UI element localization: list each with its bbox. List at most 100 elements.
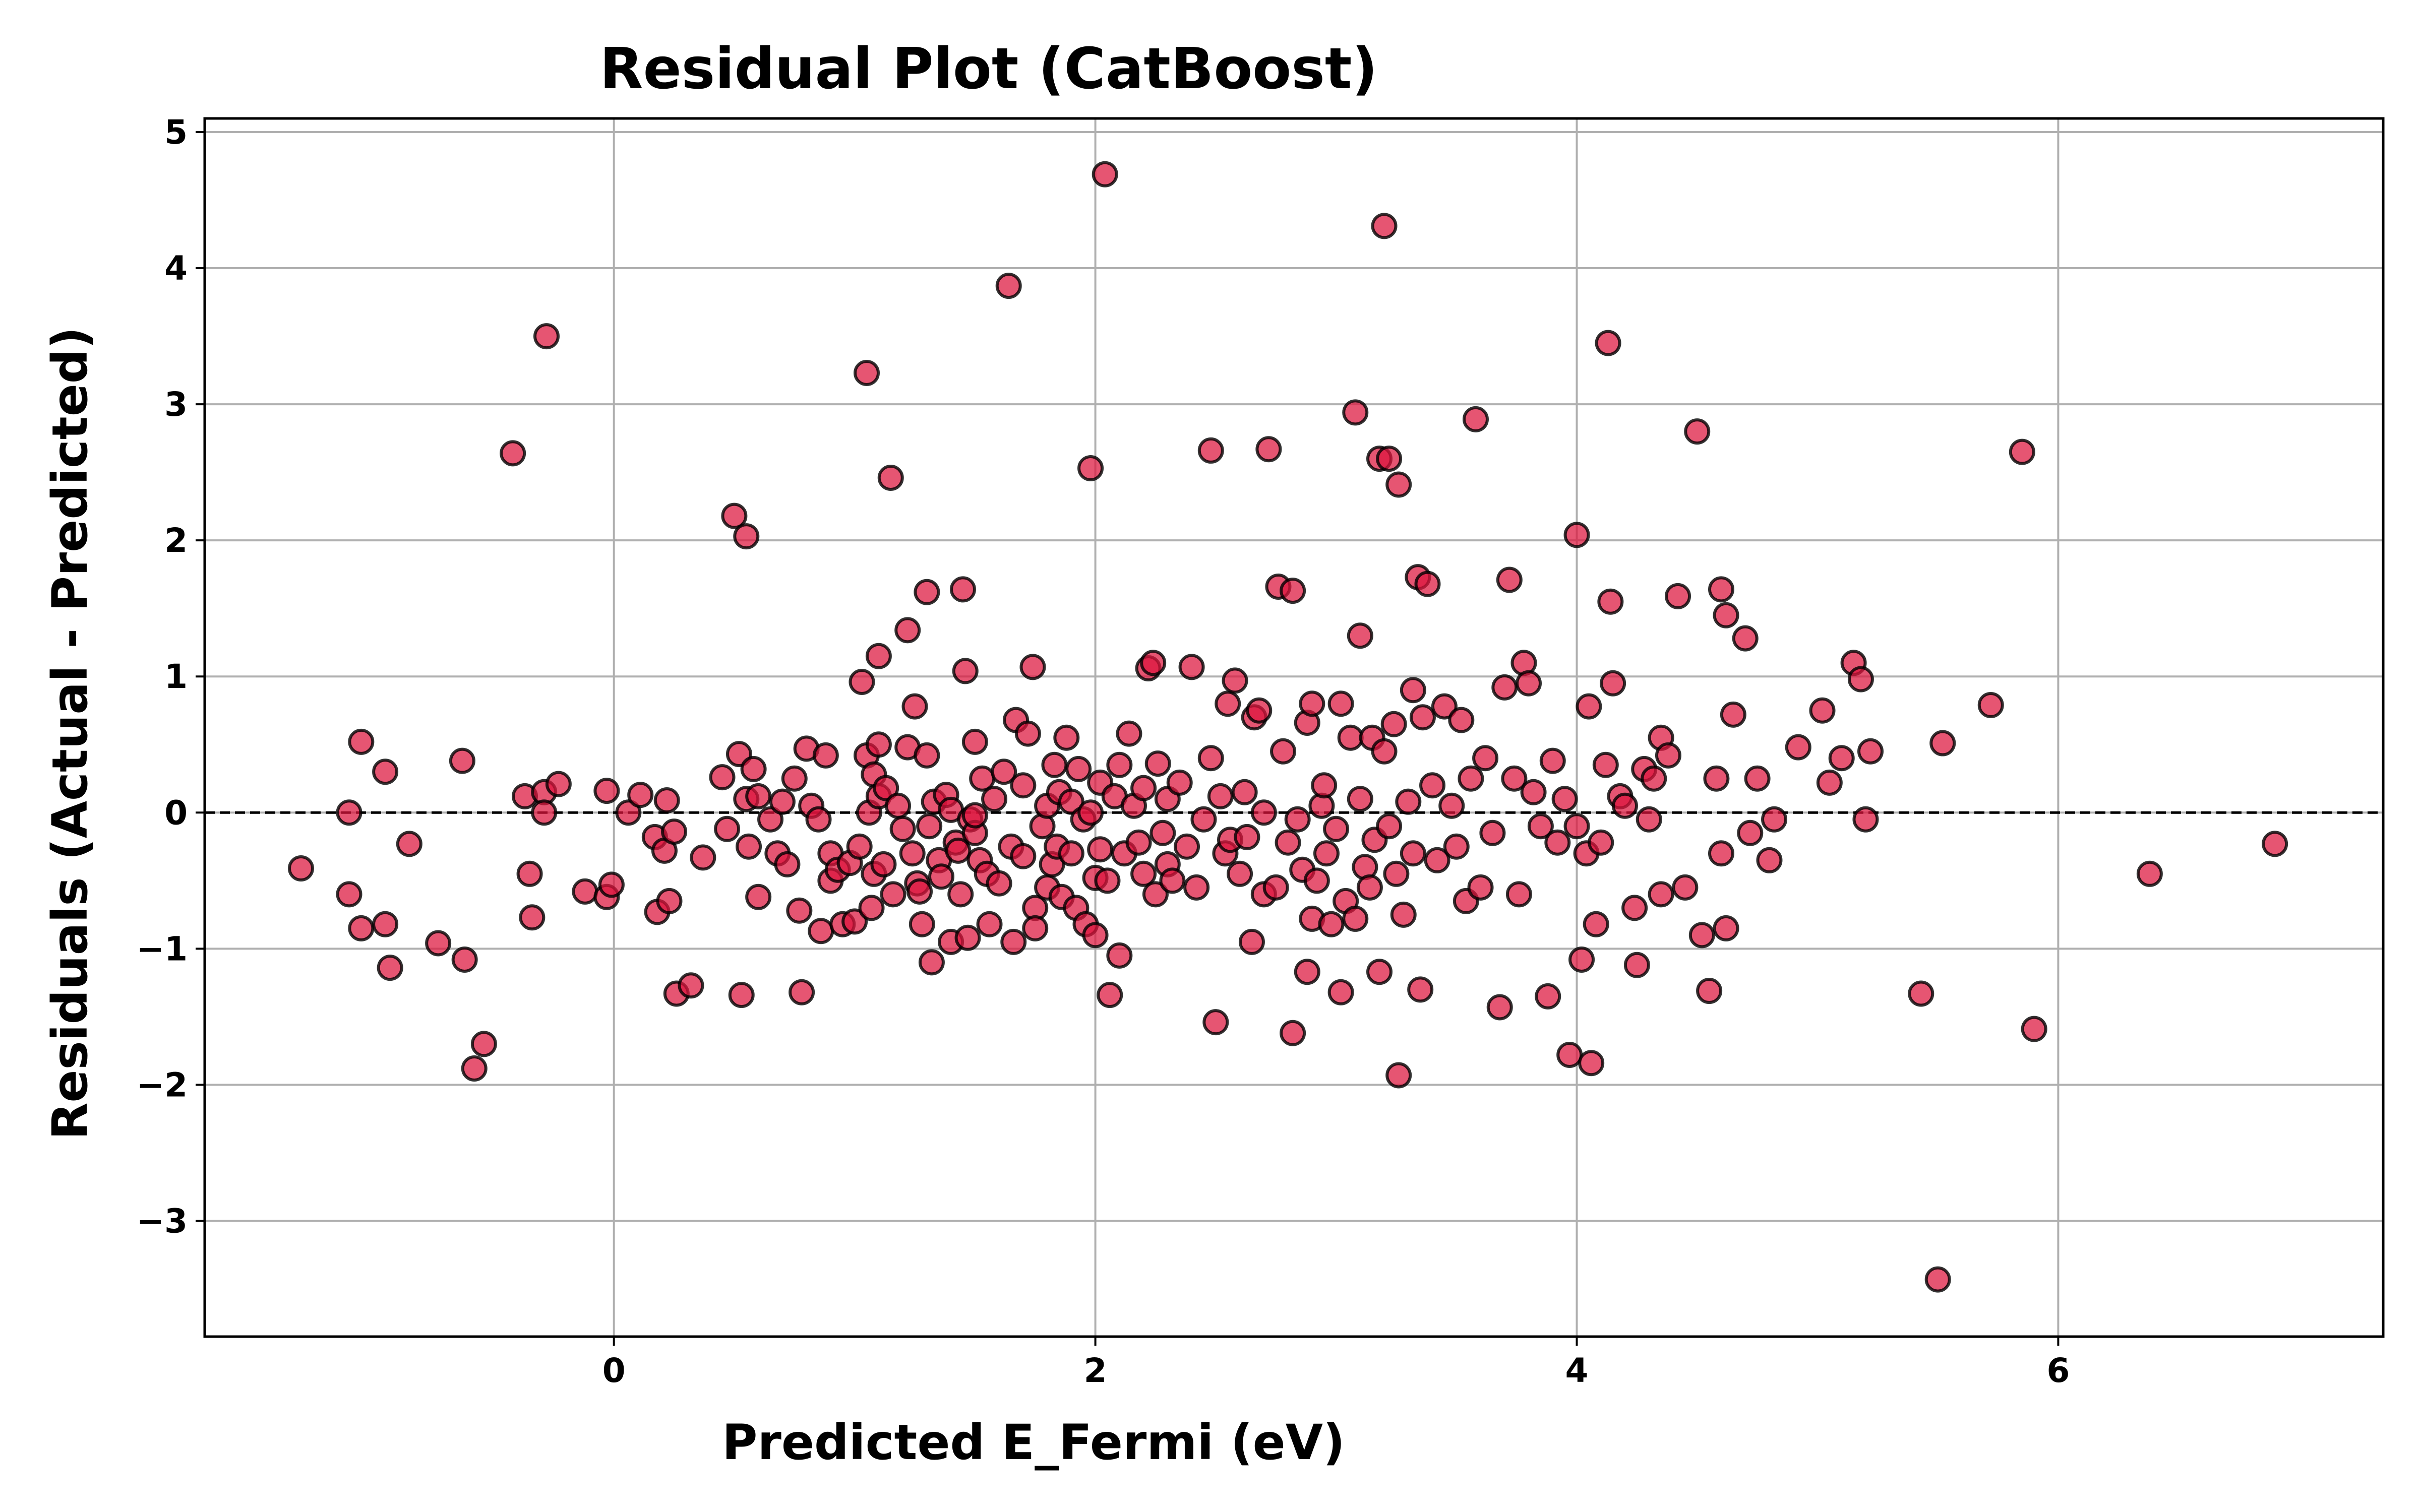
scatter-point bbox=[1094, 867, 1121, 894]
scatter-point bbox=[2136, 860, 2163, 887]
scatter-point bbox=[545, 771, 572, 797]
scatter-point bbox=[1327, 690, 1354, 717]
scatter-point bbox=[1000, 928, 1027, 955]
scatter-point bbox=[854, 360, 880, 387]
scatter-point bbox=[1443, 833, 1470, 860]
scatter-point bbox=[1337, 724, 1364, 751]
scatter-point bbox=[1479, 820, 1506, 846]
scatter-point bbox=[877, 464, 904, 491]
scatter-point bbox=[1551, 786, 1578, 812]
scatter-point bbox=[1092, 161, 1118, 187]
scatter-point bbox=[425, 930, 452, 957]
scatter-point bbox=[1227, 860, 1253, 887]
scatter-point bbox=[1505, 881, 1532, 908]
scatter-point bbox=[1130, 775, 1157, 801]
scatter-point bbox=[774, 851, 801, 877]
scatter-point bbox=[1190, 806, 1217, 833]
scatter-point bbox=[873, 775, 899, 801]
scatter-point bbox=[1014, 720, 1041, 747]
scatter-point bbox=[991, 759, 1017, 785]
scatter-point bbox=[1595, 330, 1621, 356]
scatter-point bbox=[1058, 788, 1084, 815]
scatter-point bbox=[1342, 399, 1369, 426]
scatter-point bbox=[2262, 831, 2288, 857]
scatter-point bbox=[906, 878, 933, 905]
scatter-point bbox=[781, 765, 808, 792]
scatter-point bbox=[1852, 806, 1879, 833]
scatter-point bbox=[947, 881, 974, 908]
scatter-point bbox=[1178, 654, 1205, 680]
scatter-point bbox=[1708, 840, 1734, 867]
scatter-point bbox=[1022, 915, 1049, 941]
scatter-point bbox=[1924, 1266, 1951, 1293]
scatter-point bbox=[1142, 881, 1169, 908]
scatter-point bbox=[808, 918, 834, 944]
scatter-point bbox=[899, 840, 926, 867]
scatter-point bbox=[1383, 860, 1410, 887]
scatter-point bbox=[1395, 788, 1422, 815]
scatter-point bbox=[1688, 922, 1715, 949]
scatter-point bbox=[865, 731, 892, 758]
scatter-point bbox=[1672, 874, 1699, 901]
scatter-point bbox=[1041, 751, 1068, 778]
plot-frame bbox=[203, 117, 2385, 1338]
scatter-point bbox=[865, 643, 892, 669]
scatter-point bbox=[1527, 813, 1554, 840]
scatter-point bbox=[885, 792, 912, 819]
scatter-point bbox=[769, 788, 796, 815]
scatter-point bbox=[336, 799, 362, 826]
scatter-point bbox=[1857, 738, 1884, 765]
scatter-point bbox=[449, 747, 475, 774]
scatter-point bbox=[1215, 690, 1241, 717]
scatter-point bbox=[721, 502, 748, 529]
scatter-point bbox=[1655, 742, 1681, 769]
scatter-point bbox=[1371, 213, 1398, 239]
y-tick-label: 0 bbox=[164, 793, 188, 832]
scatter-point bbox=[1380, 711, 1407, 737]
y-tick-label: 5 bbox=[164, 113, 188, 152]
scatter-point bbox=[1284, 806, 1311, 833]
scatter-point bbox=[1612, 792, 1639, 819]
scatter-point bbox=[880, 881, 906, 908]
scatter-point bbox=[954, 924, 981, 951]
scatter-point bbox=[1400, 677, 1426, 704]
scatter-point bbox=[1583, 911, 1609, 937]
scatter-point bbox=[733, 523, 760, 550]
scatter-point bbox=[1347, 786, 1373, 812]
scatter-point bbox=[1544, 829, 1571, 856]
scatter-point bbox=[1053, 724, 1080, 751]
scatter-point bbox=[1303, 867, 1330, 894]
scatter-point bbox=[995, 273, 1022, 299]
scatter-point bbox=[805, 806, 832, 833]
x-tick-label: 2 bbox=[1084, 1351, 1107, 1390]
scatter-point bbox=[1563, 522, 1590, 548]
scatter-point bbox=[789, 979, 815, 1005]
scatter-point bbox=[1376, 446, 1403, 472]
scatter-point bbox=[1082, 922, 1109, 949]
x-axis-label: Predicted E_Fermi (eV) bbox=[722, 1414, 1345, 1471]
scatter-point bbox=[1431, 693, 1458, 720]
scatter-point bbox=[745, 884, 772, 910]
scatter-point bbox=[653, 787, 680, 813]
scatter-point bbox=[914, 742, 940, 769]
scatter-point bbox=[1732, 625, 1759, 652]
scatter-point bbox=[1366, 959, 1393, 985]
scatter-point bbox=[500, 440, 526, 467]
scatter-point bbox=[709, 764, 736, 791]
scatter-point bbox=[2021, 1016, 2047, 1042]
scatter-point bbox=[531, 799, 558, 826]
scatter-point bbox=[1407, 976, 1434, 1003]
scatter-point bbox=[1385, 1062, 1412, 1089]
scatter-point bbox=[1556, 1041, 1583, 1068]
x-tick-label: 6 bbox=[2046, 1351, 2070, 1390]
scatter-point bbox=[846, 833, 873, 860]
scatter-point bbox=[757, 806, 784, 833]
scatter-point bbox=[949, 576, 976, 603]
scatter-point bbox=[451, 946, 478, 973]
scatter-point bbox=[928, 863, 955, 890]
scatter-point bbox=[1648, 881, 1674, 908]
scatter-point bbox=[1623, 952, 1650, 978]
scatter-point bbox=[372, 759, 399, 785]
scatter-point bbox=[916, 813, 943, 840]
